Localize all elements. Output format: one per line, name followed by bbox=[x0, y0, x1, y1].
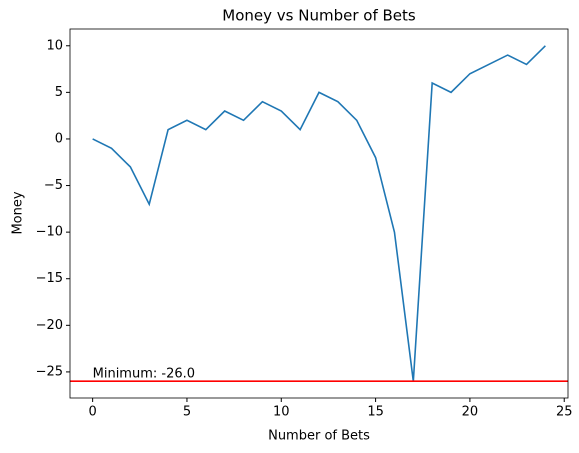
y-tick-label: −15 bbox=[36, 271, 63, 286]
y-tick-label: 10 bbox=[46, 38, 63, 53]
y-tick-label: 5 bbox=[55, 85, 63, 100]
x-tick-label: 10 bbox=[273, 405, 290, 420]
plot-frame bbox=[69, 28, 569, 399]
y-tick-label: −25 bbox=[36, 364, 63, 379]
x-tick-label: 15 bbox=[367, 405, 384, 420]
y-tick-label: −5 bbox=[44, 178, 63, 193]
x-tick-label: 20 bbox=[462, 405, 479, 420]
chart-title: Money vs Number of Bets bbox=[222, 7, 416, 25]
x-tick-label: 0 bbox=[88, 405, 96, 420]
y-tick-label: −10 bbox=[36, 225, 63, 240]
x-tick-label: 25 bbox=[556, 405, 573, 420]
line bbox=[92, 45, 546, 382]
x-axis-label: Number of Bets bbox=[268, 429, 370, 444]
y-tick-label: −20 bbox=[36, 318, 63, 333]
minimum-label: Minimum: -26.0 bbox=[93, 367, 195, 382]
y-axis-label: Money bbox=[11, 191, 26, 234]
x-tick-label: 5 bbox=[183, 405, 191, 420]
y-tick-label: 0 bbox=[55, 131, 63, 146]
